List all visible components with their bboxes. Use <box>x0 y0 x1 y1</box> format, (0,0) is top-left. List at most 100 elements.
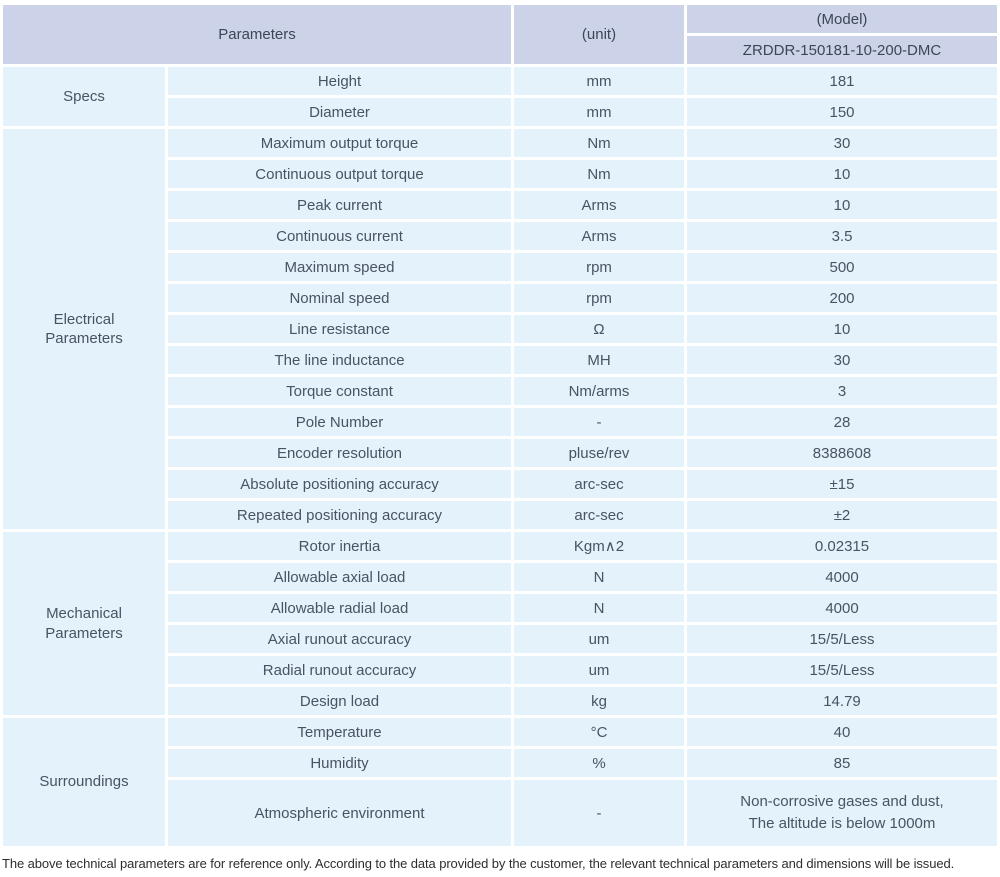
row-absolute-positioning-accuracy: Absolute positioning accuracy arc-sec ±1… <box>3 470 997 498</box>
unit-cell: MH <box>514 346 684 374</box>
value-cell: 14.79 <box>687 687 997 715</box>
param-cell: Absolute positioning accuracy <box>168 470 511 498</box>
param-cell: Atmospheric environment <box>168 780 511 846</box>
row-repeated-positioning-accuracy: Repeated positioning accuracy arc-sec ±2 <box>3 501 997 529</box>
unit-cell: Ω <box>514 315 684 343</box>
row-allowable-axial-load: Allowable axial load N 4000 <box>3 563 997 591</box>
param-cell: Radial runout accuracy <box>168 656 511 684</box>
unit-cell: °C <box>514 718 684 746</box>
unit-cell: arc-sec <box>514 501 684 529</box>
unit-cell: mm <box>514 67 684 95</box>
group-cell-surroundings: Surroundings <box>3 718 165 846</box>
param-cell: Peak current <box>168 191 511 219</box>
param-cell: Diameter <box>168 98 511 126</box>
header-parameters: Parameters <box>3 5 511 64</box>
footnote: The above technical parameters are for r… <box>2 856 955 871</box>
row-peak-current: Peak current Arms 10 <box>3 191 997 219</box>
value-cell: Non-corrosive gases and dust, The altitu… <box>687 780 997 846</box>
param-cell: Continuous current <box>168 222 511 250</box>
unit-cell: Kgm∧2 <box>514 532 684 560</box>
unit-cell: um <box>514 625 684 653</box>
param-cell: Allowable axial load <box>168 563 511 591</box>
param-cell: Allowable radial load <box>168 594 511 622</box>
value-cell: 15/5/Less <box>687 625 997 653</box>
param-cell: Pole Number <box>168 408 511 436</box>
unit-cell: N <box>514 563 684 591</box>
row-allowable-radial-load: Allowable radial load N 4000 <box>3 594 997 622</box>
unit-cell: Nm <box>514 129 684 157</box>
value-cell: 4000 <box>687 594 997 622</box>
value-cell: 0.02315 <box>687 532 997 560</box>
value-cell: ±15 <box>687 470 997 498</box>
value-cell: 85 <box>687 749 997 777</box>
row-diameter: Diameter mm 150 <box>3 98 997 126</box>
value-cell: 15/5/Less <box>687 656 997 684</box>
header-row-2: ZRDDR-150181-10-200-DMC <box>3 36 997 64</box>
unit-cell: - <box>514 408 684 436</box>
value-cell: 28 <box>687 408 997 436</box>
param-cell: Nominal speed <box>168 284 511 312</box>
row-line-resistance: Line resistance Ω 10 <box>3 315 997 343</box>
row-design-load: Design load kg 14.79 <box>3 687 997 715</box>
value-cell: 10 <box>687 160 997 188</box>
row-continuous-output-torque: Continuous output torque Nm 10 <box>3 160 997 188</box>
value-cell: 8388608 <box>687 439 997 467</box>
value-cell: 10 <box>687 191 997 219</box>
row-pole-number: Pole Number - 28 <box>3 408 997 436</box>
value-cell: 30 <box>687 346 997 374</box>
row-line-inductance: The line inductance MH 30 <box>3 346 997 374</box>
value-cell: 10 <box>687 315 997 343</box>
unit-cell: arc-sec <box>514 470 684 498</box>
row-maximum-speed: Maximum speed rpm 500 <box>3 253 997 281</box>
group-cell-mechanical: Mechanical Parameters <box>3 532 165 715</box>
row-encoder-resolution: Encoder resolution pluse/rev 8388608 <box>3 439 997 467</box>
value-cell: 200 <box>687 284 997 312</box>
value-cell: 3 <box>687 377 997 405</box>
value-cell: 150 <box>687 98 997 126</box>
unit-cell: % <box>514 749 684 777</box>
unit-cell: N <box>514 594 684 622</box>
param-cell: Rotor inertia <box>168 532 511 560</box>
param-cell: Repeated positioning accuracy <box>168 501 511 529</box>
unit-cell: Arms <box>514 222 684 250</box>
unit-cell: pluse/rev <box>514 439 684 467</box>
unit-cell: Nm/arms <box>514 377 684 405</box>
header-row-1: Parameters (unit) (Model) <box>3 5 997 64</box>
unit-cell: rpm <box>514 253 684 281</box>
header-unit: (unit) <box>514 5 684 64</box>
param-cell: Design load <box>168 687 511 715</box>
row-torque-constant: Torque constant Nm/arms 3 <box>3 377 997 405</box>
group-cell-electrical: Electrical Parameters <box>3 129 165 529</box>
row-maximum-output-torque: Electrical Parameters Maximum output tor… <box>3 129 997 529</box>
row-radial-runout-accuracy: Radial runout accuracy um 15/5/Less <box>3 656 997 684</box>
param-cell: Temperature <box>168 718 511 746</box>
unit-cell: Arms <box>514 191 684 219</box>
row-humidity: Humidity % 85 <box>3 749 997 777</box>
param-cell: Encoder resolution <box>168 439 511 467</box>
row-rotor-inertia: Mechanical Parameters Rotor inertia Kgm∧… <box>3 532 997 715</box>
group-cell-specs: Specs <box>3 67 165 126</box>
spec-table: Parameters (unit) (Model) ZRDDR-150181-1… <box>0 2 1000 849</box>
header-model: (Model) <box>687 5 997 33</box>
param-cell: Height <box>168 67 511 95</box>
unit-cell: - <box>514 780 684 846</box>
table-header: Parameters (unit) (Model) ZRDDR-150181-1… <box>3 5 997 64</box>
param-cell: Continuous output torque <box>168 160 511 188</box>
unit-cell: Nm <box>514 160 684 188</box>
param-cell: Axial runout accuracy <box>168 625 511 653</box>
unit-cell: kg <box>514 687 684 715</box>
row-continuous-current: Continuous current Arms 3.5 <box>3 222 997 250</box>
unit-cell: mm <box>514 98 684 126</box>
row-height: Specs Height mm 181 <box>3 67 997 126</box>
row-nominal-speed: Nominal speed rpm 200 <box>3 284 997 312</box>
row-temperature: Surroundings Temperature °C 40 <box>3 718 997 846</box>
param-cell: The line inductance <box>168 346 511 374</box>
value-cell: ±2 <box>687 501 997 529</box>
unit-cell: rpm <box>514 284 684 312</box>
param-cell: Line resistance <box>168 315 511 343</box>
param-cell: Torque constant <box>168 377 511 405</box>
value-cell: 4000 <box>687 563 997 591</box>
value-cell: 3.5 <box>687 222 997 250</box>
param-cell: Maximum speed <box>168 253 511 281</box>
